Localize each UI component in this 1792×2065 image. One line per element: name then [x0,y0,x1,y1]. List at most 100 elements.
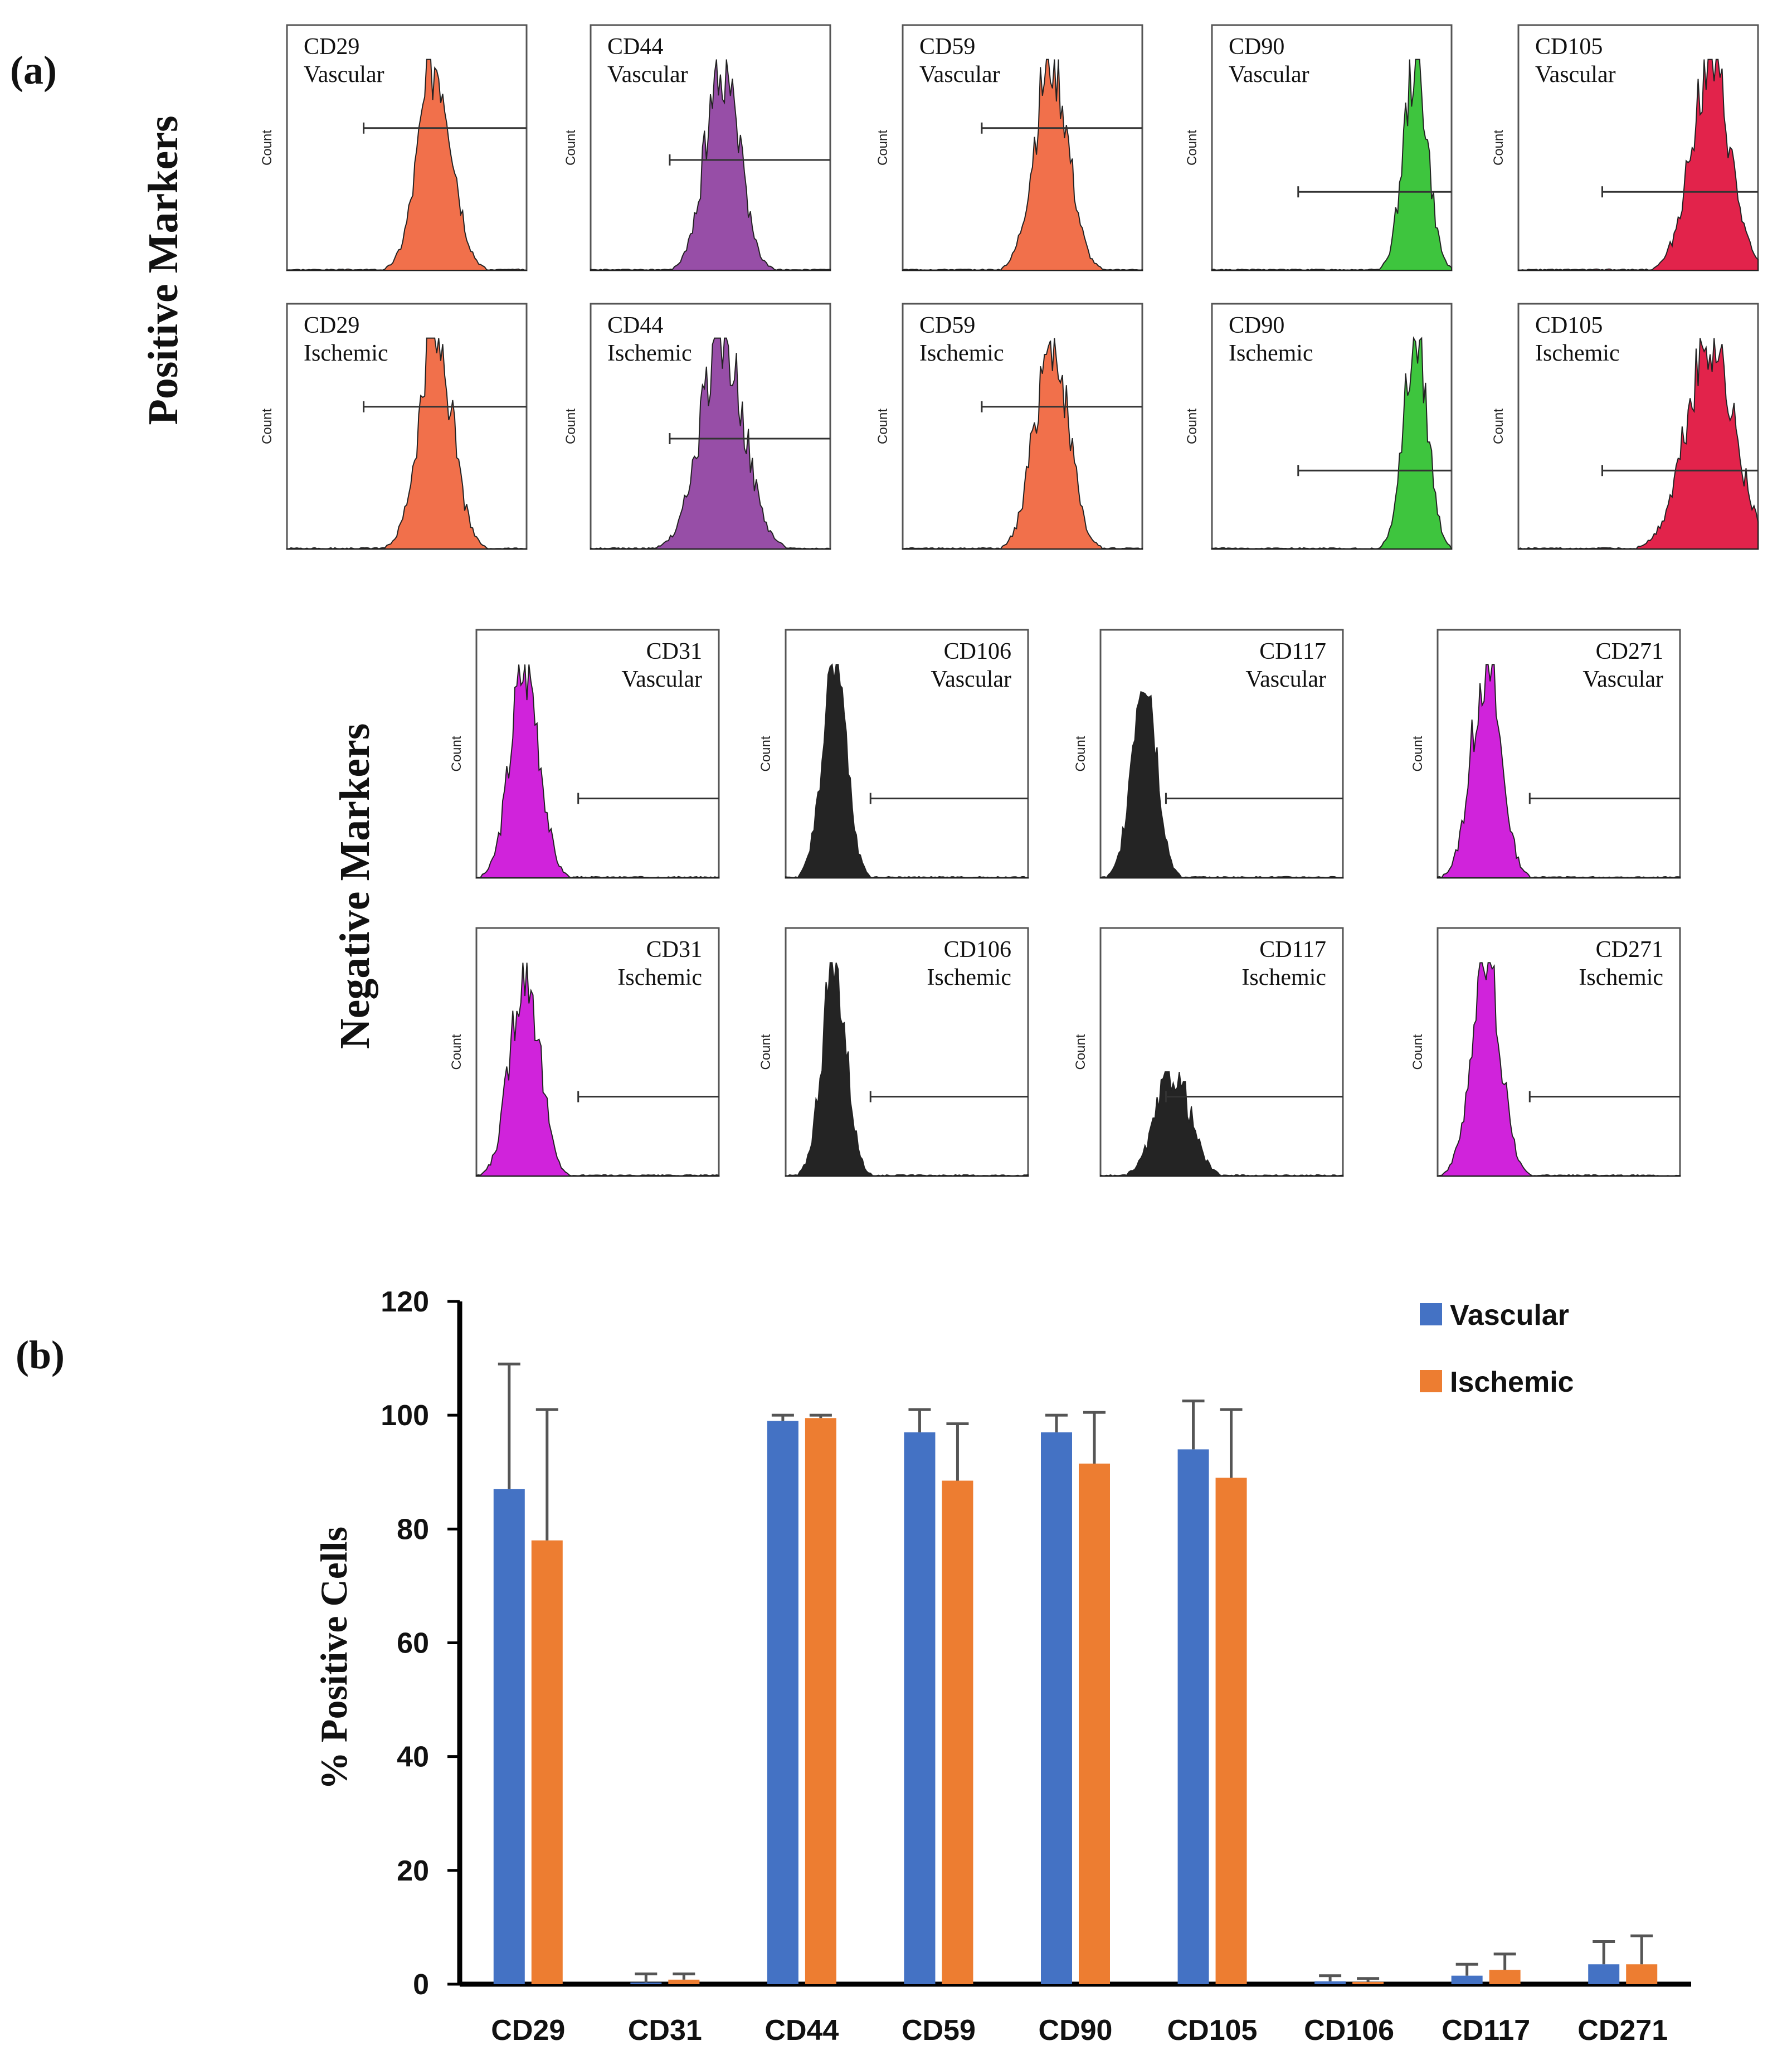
histogram-marker-label: CD59 [919,34,975,60]
bar-chart: 0 20 40 60 80 100 120 CD29 CD31 CD44 CD59 CD90 CD105… [381,1286,1691,2047]
histogram-condition-label: Vascular [621,667,702,692]
legend-swatch-vascular [1420,1303,1442,1325]
histogram-cd59-ischemic: CD59 Ischemic Count [875,303,1143,550]
bar-cd31-ischemic [668,1979,700,1984]
bar-cd29-vascular [493,1489,525,1984]
histogram-condition-label: Vascular [1582,667,1663,692]
histogram-condition-label: Ischemic [617,965,702,990]
histogram-y-axis-label: Count [1073,736,1088,771]
histogram-marker-label: CD31 [646,937,702,963]
bar-cd105-vascular [1177,1449,1209,1984]
bar-cd106-vascular [1314,1981,1346,1984]
bar-cd59-vascular [904,1432,936,1984]
bar-chart-y-tick-label: 100 [381,1400,429,1432]
bar-cd117-ischemic [1489,1970,1521,1984]
bar-cd59-ischemic [942,1480,973,1984]
histogram-cd90-ischemic: CD90 Ischemic Count [1185,303,1453,550]
histogram-y-axis-label: Count [875,409,890,444]
bar-cd44-vascular [767,1421,798,1984]
histogram-y-axis-label: Count [563,409,578,444]
histogram-cd117-vascular: CD117 Vascular Count [1073,629,1344,879]
histogram-cd31-vascular: CD31 Vascular Count [449,629,720,879]
histogram-distribution [1437,962,1681,1177]
negative-histogram-grid: CD31VascularCountCD106VascularCountCD117… [449,629,1681,1177]
panel-b-label: (b) [16,1333,65,1377]
bar-chart-category-label: CD90 [1039,2014,1113,2047]
histogram-marker-label: CD106 [944,937,1011,963]
bar-chart-y-axis-label: % Positive Cells [313,1527,355,1790]
histogram-condition-label: Vascular [1535,62,1616,88]
histogram-marker-label: CD117 [1259,937,1326,963]
bar-cd271-ischemic [1626,1964,1658,1984]
bar-chart-category-label: CD59 [902,2014,976,2047]
histogram-cd271-vascular: CD271 Vascular Count [1410,629,1681,879]
histogram-condition-label: Vascular [931,667,1011,692]
histogram-condition-label: Vascular [1245,667,1326,692]
histogram-distribution [286,59,527,271]
histogram-condition-label: Ischemic [304,341,388,366]
histogram-y-axis-label: Count [875,130,890,166]
bar-chart-category-label: CD106 [1304,2014,1394,2047]
histogram-y-axis-label: Count [1185,130,1200,166]
panel-a: (a) Positive Markers Negative Markers CD… [10,24,1759,1177]
histogram-marker-label: CD90 [1229,313,1284,338]
histogram-y-axis-label: Count [260,130,275,166]
histogram-marker-label: CD59 [919,313,975,338]
bar-cd271-vascular [1588,1964,1620,1984]
histogram-marker-label: CD106 [944,639,1011,664]
histogram-marker-label: CD29 [304,313,359,338]
histogram-distribution [1100,691,1343,879]
histogram-condition-label: Vascular [919,62,1000,88]
panel-a-label: (a) [10,48,57,93]
histogram-y-axis-label: Count [449,1034,464,1070]
histogram-y-axis-label: Count [1410,1034,1425,1070]
histogram-distribution [476,664,719,879]
histogram-distribution [785,962,1029,1177]
histogram-condition-label: Vascular [304,62,384,88]
positive-markers-label: Positive Markers [140,115,187,425]
histogram-cd29-ischemic: CD29 Ischemic Count [260,303,528,550]
histogram-marker-label: CD90 [1229,34,1284,60]
histogram-y-axis-label: Count [1073,1034,1088,1070]
histogram-marker-label: CD271 [1596,937,1663,963]
histogram-condition-label: Ischemic [927,965,1011,990]
histogram-distribution [590,59,831,271]
histogram-y-axis-label: Count [1410,736,1425,771]
bar-chart-category-label: CD105 [1167,2014,1258,2047]
histogram-marker-label: CD29 [304,34,359,60]
bar-chart-category-label: CD44 [764,2014,839,2047]
histogram-marker-label: CD117 [1259,639,1326,664]
bar-cd44-ischemic [805,1418,836,1984]
bar-chart-y-tick-label: 120 [381,1286,429,1318]
histogram-condition-label: Ischemic [1229,341,1313,366]
negative-markers-label: Negative Markers [332,723,378,1049]
histogram-condition-label: Ischemic [1535,341,1620,366]
histogram-marker-label: CD31 [646,639,702,664]
histogram-y-axis-label: Count [260,409,275,444]
histogram-y-axis-label: Count [1491,409,1506,444]
bar-chart-category-label: CD271 [1577,2014,1668,2047]
panel-b: (b) % Positive Cells 0 20 40 60 80 100 120 CD29… [16,1286,1691,2047]
histogram-condition-label: Ischemic [919,341,1004,366]
histogram-condition-label: Vascular [1229,62,1309,88]
histogram-distribution [1211,59,1452,271]
histogram-distribution [902,338,1143,550]
bar-chart-legend: Vascular Ischemic [1420,1299,1574,1398]
histogram-distribution [1211,336,1452,550]
bar-chart-y-tick-label: 0 [413,1969,429,2001]
bar-chart-y-tick-label: 20 [397,1855,429,1887]
histogram-distribution [902,59,1143,271]
histogram-y-axis-label: Count [758,1034,773,1070]
histogram-distribution [1518,338,1759,550]
bar-cd29-ischemic [531,1540,563,1984]
histogram-distribution [1437,664,1681,879]
histogram-distribution [286,337,527,550]
histogram-cd106-vascular: CD106 Vascular Count [758,629,1029,879]
bar-chart-category-label: CD31 [628,2014,702,2047]
bar-chart-y-tick-label: 40 [397,1741,429,1774]
